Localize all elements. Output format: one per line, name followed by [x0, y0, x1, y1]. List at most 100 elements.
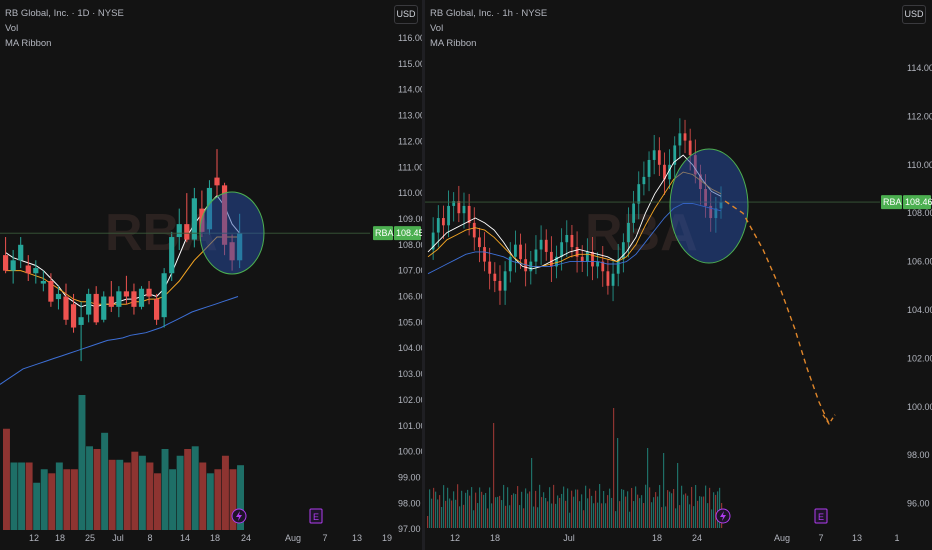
volume-bar — [679, 505, 681, 528]
candle[interactable] — [565, 234, 569, 243]
candle[interactable] — [647, 159, 651, 177]
candle[interactable] — [138, 288, 145, 307]
candle[interactable] — [663, 164, 666, 180]
candle[interactable] — [63, 296, 69, 320]
candle[interactable] — [10, 260, 16, 271]
candle[interactable] — [467, 205, 471, 223]
candle[interactable] — [191, 198, 197, 240]
ma-ribbon-indicator-label[interactable]: MA Ribbon — [5, 38, 52, 49]
candle[interactable] — [534, 249, 538, 262]
candle[interactable] — [452, 201, 456, 206]
price-axis-tick: 114.00 — [398, 85, 422, 95]
candle[interactable] — [78, 317, 84, 325]
candle[interactable] — [688, 140, 692, 156]
price-axis-tick: 111.00 — [398, 162, 422, 172]
volume-bar — [457, 484, 459, 528]
candle[interactable] — [555, 256, 558, 267]
volume-bar — [531, 458, 533, 528]
volume-indicator-label[interactable]: Vol — [430, 23, 444, 34]
candle[interactable] — [601, 261, 605, 272]
candle[interactable] — [116, 291, 122, 307]
candle[interactable] — [668, 164, 671, 180]
candle[interactable] — [462, 205, 466, 214]
candle[interactable] — [627, 222, 630, 243]
candle[interactable] — [214, 177, 220, 186]
candle[interactable] — [442, 218, 445, 226]
candle[interactable] — [539, 239, 543, 250]
hourly-chart-canvas[interactable]: RBA 114.00 112.00 110.00 108.00 106.00 104.00 1… — [425, 0, 932, 550]
candle[interactable] — [678, 133, 682, 146]
candle[interactable] — [683, 133, 687, 141]
candle[interactable] — [176, 224, 182, 238]
candle[interactable] — [585, 251, 589, 262]
candle[interactable] — [472, 222, 476, 238]
symbol-title[interactable]: RB Global, Inc. · 1h · NYSE — [430, 8, 548, 19]
symbol-title[interactable]: RB Global, Inc. · 1D · NYSE — [5, 8, 124, 19]
candle[interactable] — [154, 299, 160, 320]
candle[interactable] — [18, 244, 24, 261]
candle[interactable] — [519, 244, 522, 260]
candle[interactable] — [25, 265, 31, 274]
candle[interactable] — [549, 251, 553, 267]
candle[interactable] — [560, 242, 564, 257]
volume-indicator-label[interactable]: Vol — [5, 23, 19, 34]
ma-ribbon-indicator-label[interactable]: MA Ribbon — [430, 38, 477, 49]
candle[interactable] — [48, 280, 54, 302]
candle[interactable] — [503, 271, 507, 291]
candle[interactable] — [570, 234, 574, 248]
candle[interactable] — [146, 288, 152, 297]
candle[interactable] — [184, 224, 190, 240]
candle[interactable] — [673, 145, 677, 165]
earnings-icon[interactable] — [814, 508, 828, 524]
candle[interactable] — [70, 304, 77, 328]
daily-chart-canvas[interactable]: RBA 116.00 115.00 114.00 113.00 112.00 111.00 1… — [0, 0, 422, 550]
candle[interactable] — [86, 293, 92, 315]
candle[interactable] — [478, 237, 481, 248]
candle[interactable] — [642, 176, 646, 185]
candle[interactable] — [611, 273, 615, 286]
candle[interactable] — [621, 242, 625, 260]
time-axis-tick: 18 — [210, 533, 220, 543]
candle[interactable] — [93, 293, 99, 323]
currency-button[interactable]: USD — [394, 5, 418, 24]
volume-bar — [161, 449, 169, 530]
candle[interactable] — [108, 296, 114, 307]
earnings-icon[interactable] — [309, 508, 323, 524]
candle[interactable] — [575, 247, 579, 257]
candle[interactable] — [488, 261, 492, 274]
chart-pane-hourly[interactable]: RBA 114.00 112.00 110.00 108.00 106.00 104.00 1… — [425, 0, 932, 550]
candle[interactable] — [169, 237, 175, 274]
candle[interactable] — [596, 261, 600, 267]
candle[interactable] — [33, 268, 39, 274]
candle[interactable] — [431, 232, 435, 250]
candle[interactable] — [637, 184, 641, 204]
candle[interactable] — [447, 205, 450, 226]
pane-divider[interactable] — [422, 0, 425, 550]
volume-bar — [551, 503, 553, 528]
candle[interactable] — [580, 256, 584, 262]
candle[interactable] — [436, 218, 440, 233]
candle[interactable] — [616, 259, 620, 274]
candle[interactable] — [513, 244, 517, 257]
candle[interactable] — [483, 247, 486, 262]
candle[interactable] — [632, 203, 636, 223]
candle[interactable] — [101, 296, 107, 320]
candle[interactable] — [652, 150, 656, 160]
volume-bar — [671, 493, 673, 528]
candle[interactable] — [123, 291, 129, 297]
candle[interactable] — [498, 280, 502, 291]
candle[interactable] — [457, 201, 461, 214]
chart-pane-daily[interactable]: RBA 116.00 115.00 114.00 113.00 112.00 111.00 1… — [0, 0, 422, 550]
candle[interactable] — [591, 251, 594, 267]
candle[interactable] — [544, 239, 548, 252]
candle[interactable] — [508, 256, 512, 272]
currency-button[interactable]: USD — [902, 5, 926, 24]
candle[interactable] — [131, 291, 137, 307]
candle[interactable] — [55, 293, 62, 300]
candle[interactable] — [606, 271, 610, 286]
candle[interactable] — [657, 150, 661, 165]
candle[interactable] — [161, 273, 167, 318]
candle[interactable] — [40, 280, 46, 284]
candle[interactable] — [493, 273, 497, 281]
candle[interactable] — [3, 255, 9, 271]
